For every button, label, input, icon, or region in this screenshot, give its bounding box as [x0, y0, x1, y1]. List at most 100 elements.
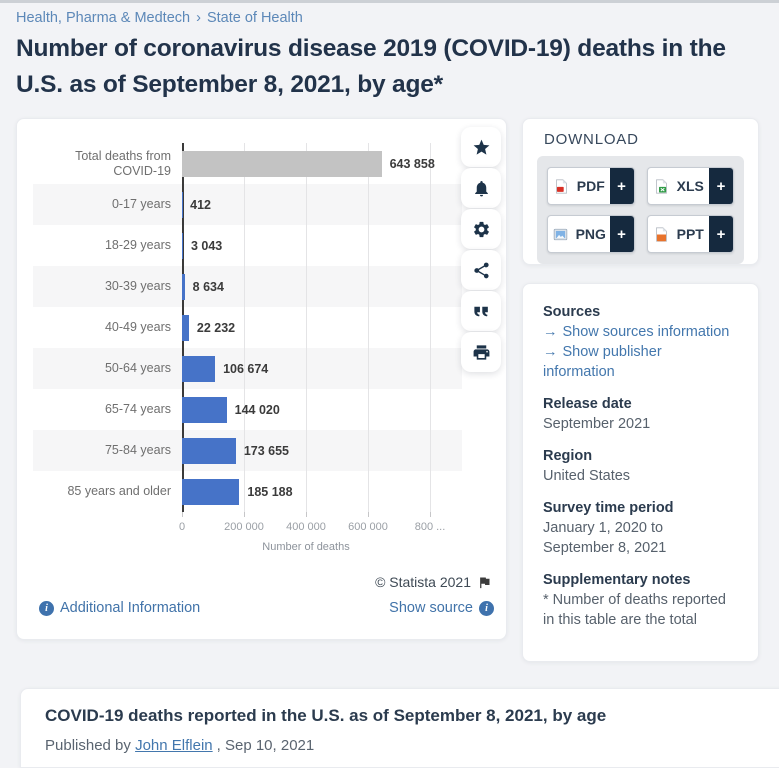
breadcrumb-separator: › [196, 10, 201, 26]
chart-footer-links: i Additional Information Show source i [39, 600, 494, 616]
download-card: DOWNLOAD PDF + XLS + PNG [522, 118, 759, 265]
bar[interactable] [182, 438, 236, 464]
pdf-file-icon [553, 178, 570, 195]
bar[interactable] [182, 356, 215, 382]
tick-mark [430, 512, 431, 517]
category-label: 40-49 years [33, 320, 182, 335]
published-line: Published by John Elflein, Sep 10, 2021 [45, 737, 770, 754]
bell-icon [472, 179, 491, 198]
notifications-button[interactable] [461, 168, 501, 208]
star-icon [472, 138, 491, 157]
show-sources-information-link[interactable]: →Show sources information [543, 322, 738, 342]
breadcrumb-subsection-link[interactable]: State of Health [207, 10, 303, 26]
download-xls-button[interactable]: XLS + [647, 167, 735, 205]
download-xls-label: XLS [677, 178, 704, 194]
chart-row: 65-74 years 144 020 [33, 389, 462, 430]
png-plus-button[interactable]: + [610, 216, 634, 252]
chart-row: 0-17 years 412 [33, 184, 462, 225]
x-tick-label: 600 000 [348, 521, 388, 533]
ppt-plus-button[interactable]: + [709, 216, 733, 252]
breadcrumb-section-link[interactable]: Health, Pharma & Medtech [16, 10, 190, 26]
tick-mark [182, 512, 183, 517]
copyright-text: © Statista 2021 [375, 574, 471, 590]
printer-icon [472, 343, 491, 362]
download-ppt-label: PPT [677, 226, 704, 242]
sources-title: Sources [543, 302, 738, 322]
category-label: 18-29 years [33, 238, 182, 253]
region-value: United States [543, 466, 738, 486]
tick-mark [368, 512, 369, 517]
category-label: 0-17 years [33, 197, 182, 212]
x-tick-label: 200 000 [224, 521, 264, 533]
quote-icon [472, 302, 491, 321]
value-label: 144 020 [235, 403, 280, 417]
show-publisher-information-link[interactable]: →Show publisher information [543, 342, 723, 382]
top-divider [0, 0, 779, 3]
release-date-value: September 2021 [543, 414, 738, 434]
published-by-label: Published by [45, 737, 131, 754]
cite-button[interactable] [461, 291, 501, 331]
show-source-label: Show source [389, 600, 473, 616]
bar[interactable] [182, 315, 189, 341]
author-link[interactable]: John Elflein [135, 737, 213, 754]
download-png-button[interactable]: PNG + [547, 215, 635, 253]
description-heading: COVID-19 deaths reported in the U.S. as … [45, 706, 770, 726]
ppt-file-icon [653, 226, 670, 243]
download-pdf-label: PDF [577, 178, 605, 194]
survey-time-period-title: Survey time period [543, 498, 738, 518]
bar[interactable] [182, 233, 183, 259]
chart-row: 85 years and older 185 188 [33, 471, 462, 512]
download-title: DOWNLOAD [544, 131, 744, 148]
favorite-button[interactable] [461, 127, 501, 167]
settings-button[interactable] [461, 209, 501, 249]
bar[interactable] [182, 397, 227, 423]
tick-mark [244, 512, 245, 517]
download-ppt-button[interactable]: PPT + [647, 215, 735, 253]
bar[interactable] [182, 479, 239, 505]
value-label: 173 655 [244, 444, 289, 458]
xls-plus-button[interactable]: + [709, 168, 733, 204]
flag-icon[interactable] [477, 575, 492, 590]
xls-file-icon [653, 178, 670, 195]
pdf-plus-button[interactable]: + [610, 168, 634, 204]
statista-statistic-page: Health, Pharma & Medtech › State of Health… [0, 0, 779, 750]
additional-information-link[interactable]: i Additional Information [39, 600, 200, 616]
category-label: 65-74 years [33, 402, 182, 417]
bar[interactable] [182, 274, 185, 300]
x-axis-title: Number of deaths [182, 541, 430, 553]
chart-action-toolbar [461, 127, 501, 373]
value-label: 412 [190, 198, 211, 212]
arrow-icon: → [543, 344, 558, 360]
arrow-icon: → [543, 324, 558, 340]
x-tick-label: 0 [179, 521, 185, 533]
x-tick-label: 800 ... [415, 521, 446, 533]
category-label: 85 years and older [33, 484, 182, 499]
chart-row: 18-29 years 3 043 [33, 225, 462, 266]
x-tick-label: 400 000 [286, 521, 326, 533]
info-icon: i [479, 601, 494, 616]
bar[interactable] [182, 151, 382, 177]
show-source-link[interactable]: Show source i [389, 600, 494, 616]
value-label: 8 634 [193, 280, 224, 294]
show-publisher-information-label: Show publisher information [543, 344, 662, 380]
supplementary-notes-title: Supplementary notes [543, 570, 738, 590]
value-label: 185 188 [247, 485, 292, 499]
png-image-icon [552, 226, 569, 243]
download-png-label: PNG [576, 226, 606, 242]
info-icon: i [39, 601, 54, 616]
tick-mark [306, 512, 307, 517]
value-label: 106 674 [223, 362, 268, 376]
value-label: 3 043 [191, 239, 222, 253]
print-button[interactable] [461, 332, 501, 372]
x-axis-ticks: 0 200 000 400 000 600 000 800 ... [182, 521, 462, 535]
page-title: Number of coronavirus disease 2019 (COVI… [16, 31, 764, 103]
share-button[interactable] [461, 250, 501, 290]
release-date-title: Release date [543, 394, 738, 414]
download-pdf-button[interactable]: PDF + [547, 167, 635, 205]
